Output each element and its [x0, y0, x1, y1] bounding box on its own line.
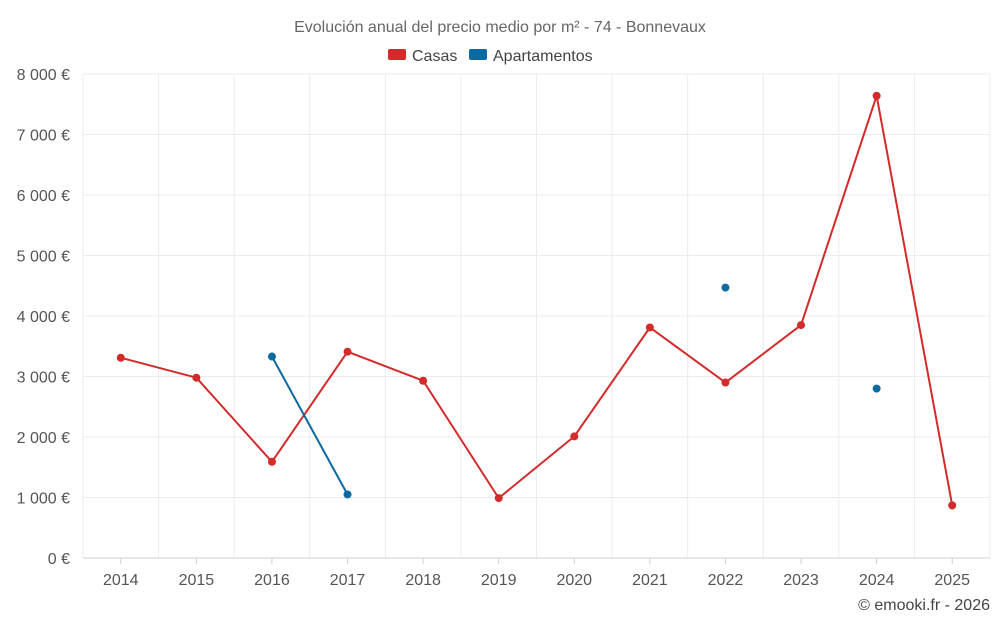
legend-item-casas[interactable]: Casas: [388, 48, 457, 65]
y-tick-label: 5 000 €: [17, 249, 70, 266]
y-tick-label: 2 000 €: [17, 430, 70, 447]
series-apartamentos: [267, 283, 881, 499]
data-point-casas[interactable]: [116, 353, 125, 362]
x-tick-label: 2016: [254, 572, 290, 589]
data-point-casas[interactable]: [645, 323, 654, 332]
plot-area: [116, 91, 957, 510]
legend-label: Apartamentos: [493, 48, 593, 65]
legend-item-apartamentos[interactable]: Apartamentos: [469, 48, 593, 65]
x-axis: 2014 2015 2016 2017 2018 2019 2020 2021 2022 2023…: [103, 558, 970, 589]
x-tick-label: 2022: [708, 572, 744, 589]
y-tick-label: 1 000 €: [17, 491, 70, 508]
y-tick-label: 7 000 €: [17, 128, 70, 145]
x-tick-label: 2021: [632, 572, 668, 589]
x-tick-label: 2020: [556, 572, 592, 589]
series-line-apartamentos: [271, 356, 349, 495]
series-line-casas: [120, 94, 954, 506]
x-tick-label: 2017: [330, 572, 366, 589]
data-point-apartamentos[interactable]: [343, 490, 352, 499]
data-point-casas[interactable]: [267, 457, 276, 466]
data-point-casas[interactable]: [343, 347, 352, 356]
x-tick-label: 2019: [481, 572, 517, 589]
legend-swatch: [388, 49, 406, 60]
y-tick-label: 3 000 €: [17, 370, 70, 387]
y-tick-label: 4 000 €: [17, 309, 70, 326]
data-point-casas[interactable]: [192, 373, 201, 382]
data-point-casas[interactable]: [419, 376, 428, 385]
y-tick-label: 6 000 €: [17, 188, 70, 205]
grid: [82, 73, 991, 559]
x-tick-label: 2018: [405, 572, 441, 589]
y-axis: 0 € 1 000 € 2 000 € 3 000 € 4 000 € 5 000 € 6 …: [17, 67, 70, 568]
data-point-casas[interactable]: [721, 378, 730, 387]
data-point-apartamentos[interactable]: [721, 283, 730, 292]
data-point-apartamentos[interactable]: [872, 384, 881, 393]
data-point-casas[interactable]: [494, 494, 503, 503]
data-point-casas[interactable]: [872, 91, 881, 100]
x-tick-label: 2015: [179, 572, 215, 589]
series-casas: [116, 91, 957, 510]
x-tick-label: 2014: [103, 572, 139, 589]
chart-title: Evolución anual del precio medio por m² …: [294, 19, 706, 36]
legend: Casas Apartamentos: [388, 48, 593, 65]
x-tick-label: 2025: [934, 572, 970, 589]
x-tick-label: 2023: [783, 572, 819, 589]
y-tick-label: 8 000 €: [17, 67, 70, 84]
data-point-apartamentos[interactable]: [267, 352, 276, 361]
credit-text: © emooki.fr - 2026: [858, 597, 990, 614]
y-tick-label: 0 €: [48, 551, 70, 568]
x-tick-label: 2024: [859, 572, 895, 589]
legend-label: Casas: [412, 48, 457, 65]
data-point-casas[interactable]: [570, 432, 579, 441]
data-point-casas[interactable]: [948, 501, 957, 510]
legend-swatch: [469, 49, 487, 60]
data-point-casas[interactable]: [797, 321, 806, 330]
